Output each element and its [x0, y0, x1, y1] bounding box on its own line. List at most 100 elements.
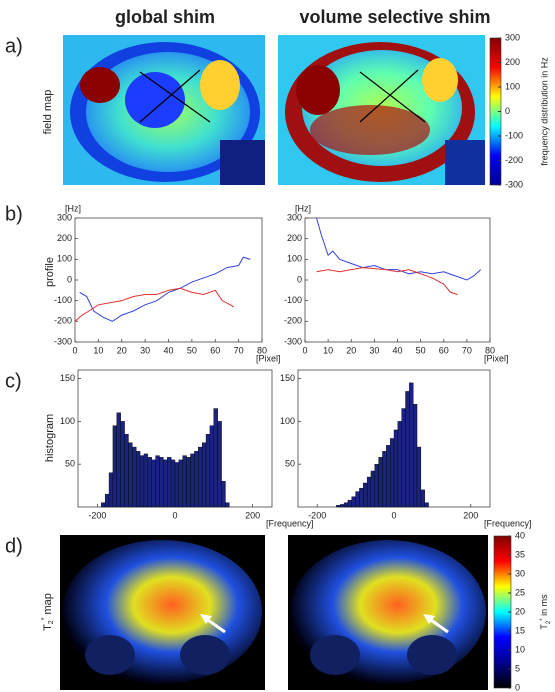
- histogram-bar: [128, 442, 133, 508]
- x-tick-label: 50: [416, 345, 426, 355]
- y-tick-label: 0: [297, 274, 302, 284]
- colorbar-tick-label: 200: [505, 57, 520, 67]
- plot-frame: [304, 217, 491, 343]
- histogram-bar: [108, 472, 114, 508]
- x-tick-label: 60: [210, 345, 220, 355]
- colorbar-tick-label: 20: [515, 606, 525, 616]
- y-tick-label: -100: [54, 295, 72, 305]
- y-tick-label: 200: [287, 233, 302, 243]
- histogram-bar: [198, 446, 203, 508]
- x-tick-label: 70: [462, 345, 472, 355]
- profile-line: [316, 267, 458, 295]
- histogram-bar: [424, 502, 429, 508]
- histogram-bar: [416, 446, 422, 508]
- y-axis-label: [Hz]: [295, 203, 311, 213]
- profile-line: [316, 217, 482, 281]
- y-tick-label: 100: [280, 416, 295, 426]
- t2-map-image: [60, 535, 265, 690]
- histogram-bar: [163, 459, 168, 508]
- y-tick-label: 150: [60, 373, 75, 383]
- colorbar-tick-label: 10: [515, 644, 525, 654]
- histogram-bar: [104, 493, 110, 508]
- histogram-bar: [409, 382, 414, 508]
- y-tick-label: -300: [54, 336, 72, 346]
- colorbar-tick-label: 30: [515, 568, 525, 578]
- histogram-bar: [151, 459, 156, 508]
- histogram-bar: [170, 459, 176, 508]
- x-tick-label: 200: [245, 510, 260, 520]
- profile-line: [74, 287, 235, 322]
- histogram-bar: [132, 446, 137, 508]
- histogram-bar: [209, 425, 214, 508]
- panel-label: d): [5, 535, 23, 557]
- y-tick-label: 150: [280, 373, 295, 383]
- histogram-bar: [336, 505, 341, 508]
- y-axis-label: [Hz]: [65, 203, 81, 213]
- histogram-bar: [221, 481, 226, 508]
- x-tick-label: 80: [257, 345, 267, 355]
- row-label: T2* map: [41, 593, 55, 631]
- histogram-bar: [174, 462, 180, 508]
- histogram-bar: [120, 421, 125, 508]
- histogram-bar: [205, 434, 211, 508]
- colorbar-tick-label: 40: [515, 530, 525, 540]
- x-tick-label: -200: [308, 510, 326, 520]
- x-tick-label: 0: [302, 345, 307, 355]
- histogram-bar: [359, 487, 364, 508]
- y-tick-label: 100: [287, 254, 302, 264]
- histogram-bar: [225, 502, 230, 508]
- colorbar-tick-label: -200: [505, 155, 523, 165]
- x-tick-label: 70: [234, 345, 244, 355]
- x-tick-label: 20: [117, 345, 127, 355]
- colorbar-label: frequency distribution in Hz: [539, 57, 549, 166]
- histogram-bar: [143, 453, 149, 508]
- x-axis-label: [Pixel]: [484, 353, 509, 363]
- histogram-bar: [190, 453, 195, 508]
- histogram-bar: [386, 445, 391, 508]
- profile-line: [79, 256, 251, 322]
- row-label: profile: [44, 257, 56, 287]
- y-tick-label: 50: [65, 459, 75, 469]
- histogram-bar: [182, 455, 187, 508]
- y-tick-label: -300: [284, 336, 302, 346]
- x-tick-label: -200: [88, 510, 106, 520]
- histogram-bar: [351, 496, 356, 508]
- histogram-bar: [213, 408, 218, 508]
- y-tick-label: -100: [284, 295, 302, 305]
- histogram-bar: [397, 421, 402, 508]
- histogram-bar: [401, 408, 406, 508]
- x-tick-label: 40: [163, 345, 173, 355]
- row-label: field map: [42, 90, 54, 135]
- y-tick-label: -200: [54, 316, 72, 326]
- field-map-image: [278, 35, 485, 185]
- histogram-bar: [135, 451, 141, 508]
- row-label: histogram: [44, 414, 56, 462]
- histogram-bar: [147, 457, 152, 508]
- y-tick-label: 300: [57, 212, 72, 222]
- histogram-bar: [116, 412, 121, 508]
- colorbar-tick-label: 35: [515, 549, 525, 559]
- histogram-bar: [413, 404, 418, 508]
- x-tick-label: 80: [485, 345, 495, 355]
- x-axis-label: [Frequency]: [484, 518, 532, 528]
- histogram-bar: [389, 438, 395, 508]
- plot-frame: [74, 217, 263, 343]
- histogram-bar: [155, 455, 160, 508]
- y-tick-label: -200: [284, 316, 302, 326]
- histogram-bar: [370, 470, 375, 508]
- field-map-image: [63, 35, 265, 185]
- histogram-bar: [366, 476, 372, 508]
- x-tick-label: 30: [140, 345, 150, 355]
- colorbar-tick-label: 100: [505, 81, 520, 91]
- colorbar-tick-label: -300: [505, 179, 523, 189]
- y-tick-label: 100: [57, 254, 72, 264]
- histogram-bar: [139, 455, 145, 508]
- histogram-bar: [217, 421, 222, 508]
- y-tick-label: 300: [287, 212, 302, 222]
- x-tick-label: 30: [369, 345, 379, 355]
- histogram-bar: [378, 457, 383, 508]
- histogram-bar: [186, 457, 191, 508]
- panel-label: a): [5, 35, 23, 57]
- x-tick-label: 10: [93, 345, 103, 355]
